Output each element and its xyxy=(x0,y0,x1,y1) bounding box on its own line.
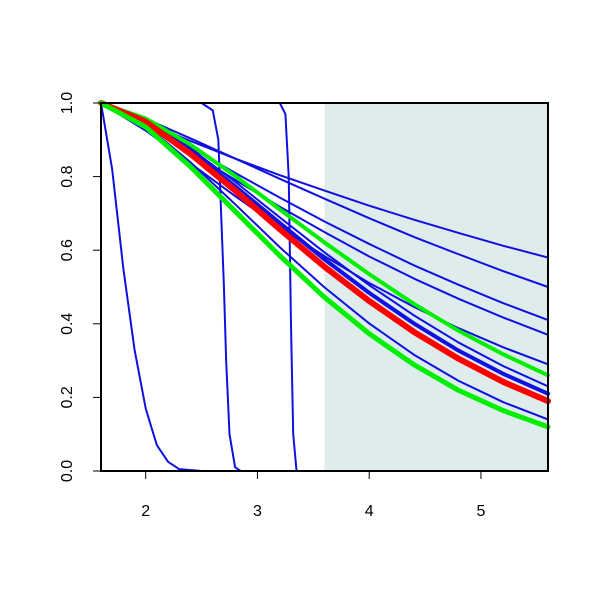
plot-frame xyxy=(100,102,549,472)
line-series xyxy=(100,102,549,421)
x-tick-label: 2 xyxy=(141,503,150,520)
line-series xyxy=(98,100,551,405)
y-tick-label: 0.4 xyxy=(59,313,76,335)
y-tick-label: 0.8 xyxy=(59,165,76,187)
x-tick-label: 3 xyxy=(253,503,262,520)
y-tick-label: 1.0 xyxy=(59,92,76,114)
y-tick-label: 0.0 xyxy=(59,460,76,482)
line-series xyxy=(100,102,549,472)
line-series xyxy=(99,101,550,378)
y-tick-label: 0.2 xyxy=(59,386,76,408)
y-tick-label: 0.6 xyxy=(59,239,76,261)
line-series xyxy=(98,100,551,430)
x-tick-label: 5 xyxy=(476,503,485,520)
x-tick-label: 4 xyxy=(365,503,374,520)
line-series xyxy=(100,102,549,472)
line-series xyxy=(100,102,549,288)
